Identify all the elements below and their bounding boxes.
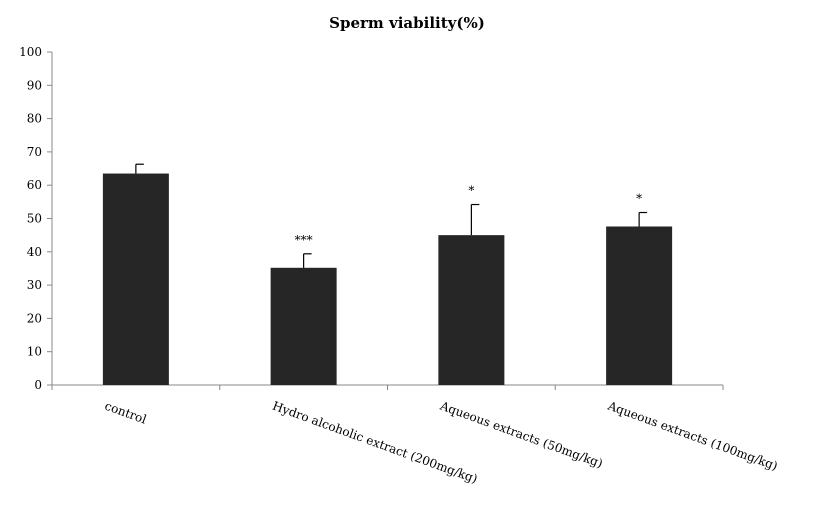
y-tick-label: 100 [19,45,42,59]
y-tick-label: 20 [27,311,42,325]
y-axis: 0 10 20 30 40 50 60 70 80 90 100 [19,45,53,392]
bars [102,173,673,385]
significance-annotations: ***** [295,184,643,247]
bar [102,173,169,385]
category-label: Aqueous extracts (100mg/kg) [605,398,779,473]
category-label: Aqueous extracts (50mg/kg) [437,398,604,470]
y-tick-label: 0 [34,378,42,392]
y-tick-label: 50 [27,212,42,226]
bar [270,267,337,385]
y-tick-label: 30 [27,278,42,292]
y-tick-label: 80 [27,112,42,126]
error-bars [135,163,648,268]
significance-label: *** [295,233,313,247]
bar [606,226,673,385]
x-axis [51,384,724,390]
y-tick-label: 40 [27,245,42,259]
y-tick-label: 60 [27,178,42,192]
significance-label: * [468,184,474,198]
y-tick-label: 90 [27,78,42,92]
bar [438,235,505,385]
y-tick-label: 70 [27,145,42,159]
category-label: control [103,399,149,427]
y-tick-label: 10 [27,345,42,359]
chart-title: Sperm viability(%) [329,14,485,32]
category-labels: control Hydro alcoholic extract (200mg/kg… [103,398,780,486]
significance-label: * [636,192,642,206]
